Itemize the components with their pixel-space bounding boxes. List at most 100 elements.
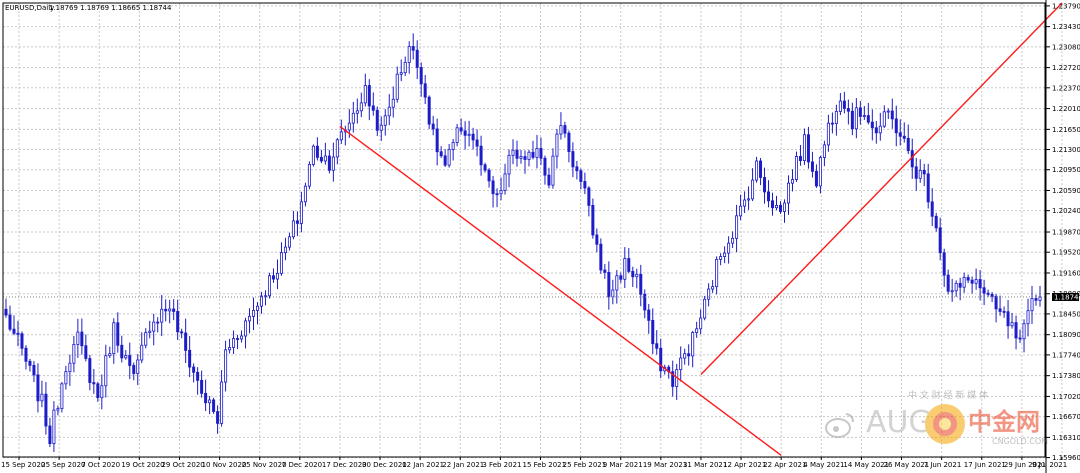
candle-body — [1002, 311, 1006, 313]
price-tick-label: 1.23080 — [1052, 43, 1080, 51]
price-tick-label: 1.23790 — [1052, 2, 1080, 10]
candle-body — [391, 98, 395, 108]
candle-body — [854, 107, 858, 130]
candle-body — [200, 379, 204, 394]
candle-body — [128, 355, 132, 366]
candle-body — [228, 347, 232, 351]
candle-body — [88, 358, 92, 383]
candle-body — [387, 106, 391, 117]
candle-body — [104, 355, 108, 387]
candle-body — [523, 156, 527, 160]
candle-body — [874, 127, 878, 134]
candle-body — [291, 220, 295, 238]
candle-body — [539, 148, 543, 159]
price-tick-label: 1.21300 — [1052, 146, 1080, 154]
candle-body — [575, 166, 579, 172]
candle-body — [511, 149, 515, 156]
candle-body — [447, 148, 451, 166]
candle-body — [922, 169, 926, 175]
candle-body — [419, 67, 423, 85]
time-tick-label: 12 Jan 2021 — [402, 461, 444, 469]
candle-body — [232, 338, 236, 348]
candle-body — [371, 105, 375, 111]
candle-body — [423, 83, 427, 98]
candle-body — [327, 155, 331, 171]
candle-body — [331, 156, 335, 171]
candle-body — [56, 408, 60, 411]
candle-body — [822, 144, 826, 158]
trendline[interactable] — [339, 125, 782, 456]
trendline[interactable] — [700, 2, 1063, 375]
candle-body — [487, 169, 491, 182]
candle-body — [64, 371, 68, 385]
candle-body — [1014, 322, 1018, 339]
candle-body — [112, 322, 116, 355]
candle-body — [467, 133, 471, 136]
candle-body — [68, 362, 72, 373]
candle-body — [703, 298, 707, 319]
candle-body — [256, 305, 260, 311]
candle-body — [599, 243, 603, 271]
candle-body — [164, 308, 168, 312]
candle-body — [782, 202, 786, 212]
candle-body — [244, 320, 248, 337]
price-tick-label: 1.19520 — [1052, 249, 1080, 257]
price-tick-label: 1.23430 — [1052, 23, 1080, 31]
candle-body — [443, 155, 447, 166]
candle-body — [810, 161, 814, 172]
candle-body — [52, 409, 56, 445]
candle-body — [483, 164, 487, 171]
candle-body — [40, 393, 44, 402]
candle-body — [459, 127, 463, 132]
candle-body — [707, 288, 711, 300]
grid-lines — [3, 3, 1063, 459]
candle-body — [168, 308, 172, 312]
candle-body — [499, 190, 503, 195]
candle-body — [531, 151, 535, 158]
trendlines-layer — [339, 2, 1063, 456]
candle-body — [335, 139, 339, 158]
candle-body — [711, 286, 715, 290]
candle-body — [679, 357, 683, 371]
candle-body — [463, 130, 467, 136]
cngold-logo-icon — [925, 404, 965, 444]
price-tick-label: 1.22370 — [1052, 84, 1080, 92]
watermark-domain: CNGOLD.COM — [992, 437, 1048, 446]
candle-body — [535, 148, 539, 158]
watermark-brand-latin: AUG — [866, 405, 932, 440]
candle-body — [403, 61, 407, 74]
candle-body — [687, 353, 691, 357]
time-tick-label: 31 Mar 2021 — [683, 461, 727, 469]
candle-body — [934, 215, 938, 229]
candle-body — [727, 242, 731, 254]
candle-body — [790, 179, 794, 184]
candle-body — [946, 274, 950, 292]
candle-body — [771, 200, 775, 209]
candle-body — [794, 156, 798, 180]
candle-body — [639, 273, 643, 295]
candle-body — [196, 371, 200, 381]
candle-body — [954, 282, 958, 292]
candle-body — [982, 287, 986, 294]
time-tick-label: 25 Nov 2020 — [242, 461, 287, 469]
candle-body — [974, 279, 978, 284]
candle-body — [355, 110, 359, 114]
candle-body — [611, 289, 615, 298]
candle-body — [36, 374, 40, 402]
candle-body — [683, 353, 687, 359]
candle-body — [619, 275, 623, 280]
candle-body — [938, 227, 942, 254]
candle-body — [950, 290, 954, 293]
candle-body — [48, 425, 52, 445]
price-tick-label: 1.22720 — [1052, 64, 1080, 72]
price-tick-label: 1.19870 — [1052, 229, 1080, 237]
candle-body — [571, 151, 575, 168]
price-tick-label: 1.18090 — [1052, 331, 1080, 339]
candle-body — [615, 275, 619, 291]
candle-body — [471, 133, 475, 141]
candle-body — [347, 122, 351, 131]
candle-body — [755, 160, 759, 181]
candle-body — [926, 173, 930, 203]
candle-body — [395, 73, 399, 100]
